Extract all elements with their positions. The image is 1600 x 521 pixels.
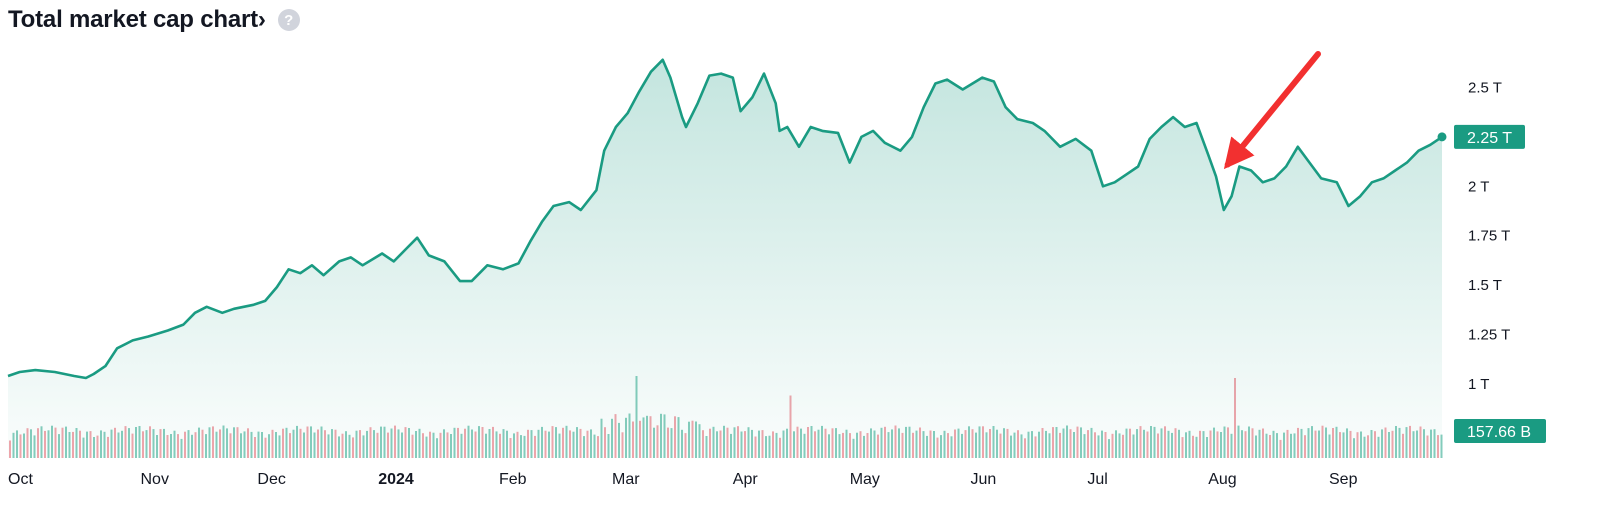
- market-cap-area: [8, 59, 1442, 459]
- last-price-dot: [1437, 132, 1447, 142]
- x-tick-label: May: [850, 471, 880, 488]
- chart-title: Total market cap chart: [8, 6, 258, 33]
- y-tick-label: 1.5 T: [1468, 277, 1502, 294]
- question-circle-icon[interactable]: ?: [277, 9, 300, 31]
- x-tick-label: Jul: [1087, 471, 1107, 488]
- last-volume-label: 157.66 B: [1467, 424, 1531, 441]
- x-tick-label: Oct: [8, 471, 33, 488]
- x-tick-label: Jun: [971, 471, 997, 488]
- last-volume-badge: 157.66 B: [1454, 419, 1546, 443]
- last-value-badge: 2.25 T: [1454, 124, 1525, 149]
- x-tick-label: Mar: [612, 471, 640, 488]
- x-tick-label: Sep: [1329, 471, 1358, 488]
- x-tick-label: Nov: [141, 471, 169, 488]
- chart-title-link[interactable]: Total market cap chart›: [8, 6, 266, 34]
- last-value-badge-bg: [1454, 124, 1525, 149]
- x-axis: Oct Nov Dec 2024 Feb Mar Apr May Jun Jul Aug Sep: [8, 471, 1358, 488]
- market-cap-line: [7, 58, 1443, 380]
- y-tick-label: 1.25 T: [1468, 327, 1510, 344]
- y-tick-label: 2.5 T: [1468, 80, 1502, 97]
- chevron-right-icon: ›: [257, 6, 266, 33]
- last-value-label: 2.25 T: [1467, 130, 1512, 147]
- x-tick-label: Aug: [1208, 471, 1236, 488]
- last-volume-badge-bg: [1454, 419, 1546, 443]
- x-tick-label: Feb: [499, 471, 527, 488]
- annotation-arrow: [1223, 51, 1321, 170]
- chart-header: Total market cap chart› ?: [8, 2, 300, 38]
- x-tick-label: 2024: [378, 471, 414, 488]
- x-tick-label: Dec: [257, 471, 285, 488]
- y-tick-label: 1 T: [1468, 376, 1489, 393]
- x-tick-label: Apr: [733, 471, 759, 488]
- y-tick-label: 1.75 T: [1468, 228, 1510, 245]
- y-tick-label: 2 T: [1468, 178, 1489, 195]
